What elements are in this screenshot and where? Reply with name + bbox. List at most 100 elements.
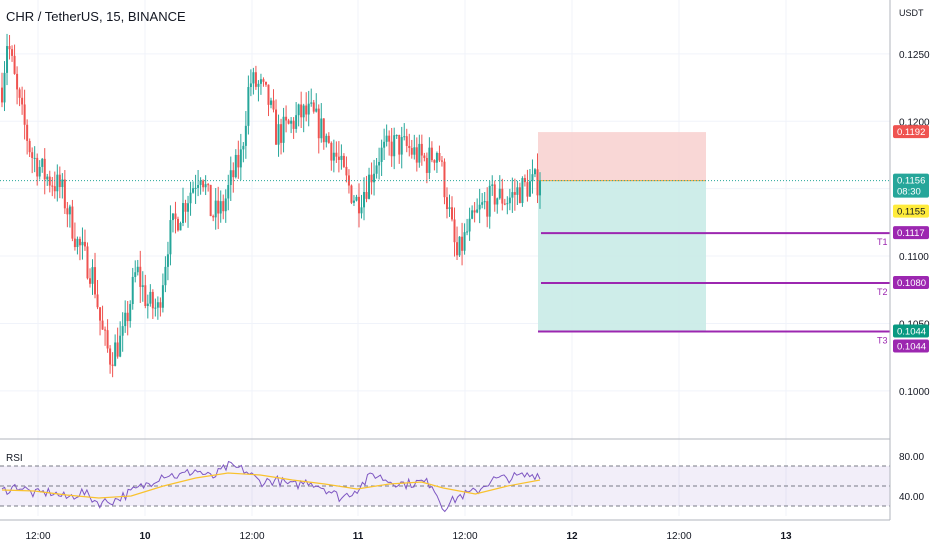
stop-loss-badge — [893, 125, 929, 139]
candle-body — [81, 241, 84, 246]
candle-body — [136, 266, 139, 273]
candle-body — [124, 312, 127, 327]
candle-body — [400, 137, 403, 155]
candle-body — [440, 160, 443, 162]
candle-body — [106, 330, 109, 349]
candle-body — [521, 178, 524, 203]
candle-body — [254, 72, 257, 87]
candle-body — [418, 143, 421, 163]
candle-body — [204, 184, 207, 188]
candle-body — [330, 142, 333, 161]
candle-body — [275, 109, 278, 145]
candle-body — [174, 213, 177, 219]
rsi-label: RSI — [6, 453, 23, 464]
candle-body — [219, 201, 222, 214]
target-badge-t3 — [893, 339, 929, 353]
chart-title: CHR / TetherUS, 15, BINANCE — [6, 9, 186, 24]
candle-body — [247, 87, 250, 126]
candle-body — [383, 141, 386, 148]
candle-body — [378, 161, 381, 166]
candle-body — [272, 100, 275, 110]
candle-body — [438, 152, 441, 161]
target-badge-t1-text: 0.1117 — [897, 228, 925, 239]
candle-body — [486, 201, 489, 217]
candle-body — [61, 179, 64, 188]
candle-body — [393, 135, 396, 157]
candle-body — [217, 200, 220, 214]
candle-body — [209, 184, 212, 217]
candle-body — [423, 155, 426, 158]
candle-body — [149, 291, 152, 304]
candle-body — [317, 108, 320, 139]
candle-body — [458, 236, 461, 256]
candle-body — [252, 72, 255, 84]
candle-body — [403, 136, 406, 138]
price-tick-label: 0.1200 — [899, 117, 930, 128]
candle-body — [166, 254, 169, 267]
candle-body — [126, 312, 129, 322]
candle-body — [214, 200, 217, 218]
candle-body — [451, 207, 454, 220]
candle-body — [176, 218, 179, 231]
candle-body — [249, 83, 252, 88]
candle-body — [83, 241, 86, 247]
candle-body — [357, 196, 360, 214]
candle-body — [134, 272, 137, 277]
candle-body — [28, 140, 31, 153]
time-tick-label: 12:00 — [239, 531, 264, 542]
candle-body — [76, 238, 79, 248]
price-tick-label: 0.1100 — [899, 252, 929, 263]
candle-body — [388, 135, 391, 142]
stop-loss-badge-text: 0.1192 — [897, 127, 925, 138]
candle-body — [518, 187, 521, 203]
candle-body — [141, 285, 144, 287]
candle-body — [373, 173, 376, 183]
candle-body — [468, 218, 471, 232]
candle-body — [8, 46, 11, 50]
candle-body — [16, 73, 19, 90]
candle-body — [156, 302, 159, 308]
candle-body — [456, 242, 459, 256]
candle-body — [443, 161, 446, 198]
current-price-badge — [893, 173, 929, 198]
candle-body — [483, 201, 486, 203]
candle-body — [390, 141, 393, 157]
candle-body — [66, 208, 69, 215]
candle-body — [197, 184, 200, 188]
candle-body — [68, 206, 71, 215]
candle-body — [297, 104, 300, 116]
candle-body — [327, 135, 330, 143]
candle-body — [307, 103, 310, 115]
candle-body — [410, 148, 413, 155]
candle-body — [259, 79, 262, 84]
stop-loss-zone — [538, 132, 706, 181]
candle-body — [239, 149, 242, 168]
candle-body — [78, 238, 81, 246]
candle-body — [310, 102, 313, 104]
candle-body — [94, 267, 97, 295]
candle-body — [71, 206, 74, 239]
candle-body — [229, 170, 232, 186]
candle-body — [337, 156, 340, 160]
target-name-t2: T2 — [877, 287, 888, 297]
candle-body — [325, 135, 328, 143]
time-tick-label: 10 — [139, 531, 151, 542]
candle-body — [33, 157, 36, 159]
candle-body — [463, 232, 466, 251]
candle-body — [262, 79, 265, 82]
candle-body — [182, 203, 185, 224]
candle-body — [415, 147, 418, 163]
candle-body — [46, 176, 49, 180]
candle-body — [305, 105, 308, 115]
take-profit-zone — [538, 180, 706, 332]
candle-body — [101, 320, 104, 330]
candle-body — [41, 158, 44, 167]
candle-body — [498, 188, 501, 199]
rsi-line — [1, 460, 541, 513]
target-badge-t1 — [893, 226, 929, 240]
candle-body — [312, 102, 315, 112]
candle-body — [187, 203, 190, 212]
candle-body — [26, 124, 29, 141]
candle-body — [242, 145, 245, 150]
